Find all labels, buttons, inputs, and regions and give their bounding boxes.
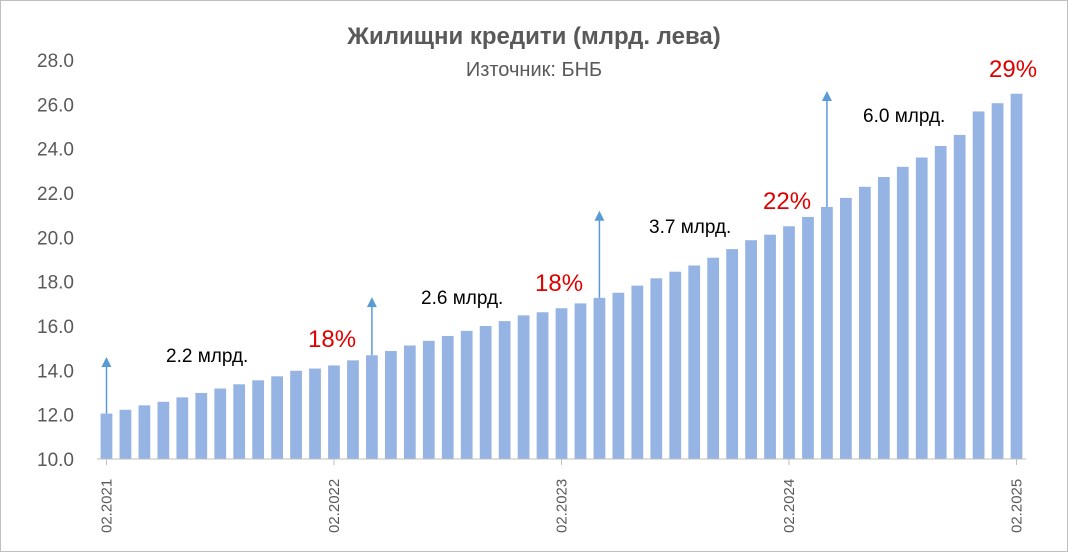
bar <box>441 335 454 459</box>
bar <box>650 278 663 459</box>
bar <box>783 226 795 459</box>
y-tick-label: 28.0 <box>37 51 74 72</box>
growth-arrow-head <box>821 91 832 102</box>
bar <box>688 265 701 459</box>
annotation-percent-4: 29% <box>989 56 1037 83</box>
y-tick-label: 24.0 <box>37 140 74 161</box>
y-tick-label: 10.0 <box>37 450 74 471</box>
bar <box>858 186 871 459</box>
bar <box>934 146 947 460</box>
bar <box>422 340 435 459</box>
bar <box>271 376 283 459</box>
y-tick-label: 12.0 <box>37 406 74 427</box>
annotation-amount-2: 2.6 млрд. <box>421 288 503 309</box>
bar <box>877 177 890 460</box>
bar <box>669 271 682 459</box>
bar <box>366 355 378 459</box>
bar <box>290 370 302 459</box>
bar <box>536 312 549 459</box>
bar <box>726 249 739 459</box>
bar <box>195 392 208 459</box>
y-tick-label: 26.0 <box>37 95 74 116</box>
bar <box>403 345 416 459</box>
annotation-amount-4: 6.0 млрд. <box>863 106 945 127</box>
y-tick-label: 22.0 <box>37 184 74 205</box>
growth-arrow-head <box>594 210 605 221</box>
growth-arrow-head <box>101 357 112 368</box>
bar <box>802 216 814 459</box>
bar <box>972 111 985 459</box>
y-tick-label: 14.0 <box>37 361 74 382</box>
bar <box>328 365 340 459</box>
x-tick-label: 02.2024 <box>781 479 798 533</box>
bar <box>498 321 511 459</box>
bar <box>991 103 1004 459</box>
bar <box>157 401 170 459</box>
bar <box>309 368 321 459</box>
chart-title: Жилищни кредити (млрд. лева) <box>347 23 721 50</box>
bar <box>574 303 587 459</box>
bar <box>953 134 966 459</box>
y-tick-label: 18.0 <box>37 273 74 294</box>
bar <box>631 285 644 459</box>
bar <box>896 166 909 460</box>
bar <box>1010 93 1023 460</box>
bar <box>138 405 151 459</box>
x-tick-label: 02.2023 <box>554 479 571 533</box>
annotation-amount-3: 3.7 млрд. <box>649 217 731 238</box>
bar <box>233 384 246 459</box>
annotation-percent-3: 22% <box>763 188 811 215</box>
bar <box>347 360 359 459</box>
y-tick-label: 20.0 <box>37 228 74 249</box>
x-tick-label: 02.2022 <box>326 479 343 533</box>
bar <box>764 234 776 459</box>
bar <box>593 297 606 459</box>
annotation-amount-1: 2.2 млрд. <box>166 346 248 367</box>
bar <box>612 292 625 459</box>
bar <box>460 330 473 459</box>
bar <box>745 240 757 459</box>
bar <box>555 308 568 459</box>
bar <box>384 351 397 459</box>
annotation-percent-1: 18% <box>308 326 356 353</box>
bar <box>517 315 530 459</box>
annotation-percent-2: 18% <box>535 270 583 297</box>
bar <box>100 413 113 459</box>
bar <box>176 397 189 459</box>
x-tick-label: 02.2025 <box>1009 479 1026 533</box>
x-tick-label: 02.2021 <box>98 479 115 533</box>
bar <box>707 257 720 459</box>
growth-arrow-head <box>366 297 377 308</box>
bar <box>252 380 265 459</box>
y-tick-label: 16.0 <box>37 317 74 338</box>
bar <box>915 157 928 460</box>
bar <box>840 197 852 460</box>
bar <box>119 409 132 459</box>
chart-subtitle: Източник: БНБ <box>465 59 603 81</box>
bar <box>214 388 227 459</box>
bar <box>479 326 492 459</box>
bar <box>821 206 833 459</box>
